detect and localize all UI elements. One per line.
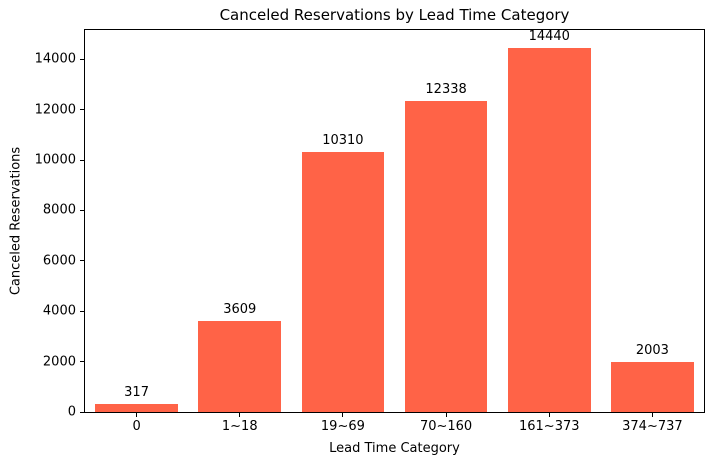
bar-value-label: 2003 — [635, 342, 669, 358]
bar — [404, 101, 488, 412]
bar — [95, 404, 178, 412]
bar — [198, 321, 281, 412]
bar — [507, 48, 591, 412]
x-tick-label: 161~373 — [518, 419, 580, 434]
x-tick-mark — [445, 413, 447, 417]
x-tick-mark — [342, 413, 344, 417]
y-tick-mark — [80, 209, 84, 211]
y-tick-label: 10000 — [34, 152, 76, 168]
y-tick-mark — [80, 159, 84, 161]
y-tick-label: 14000 — [34, 51, 76, 67]
bar — [301, 152, 385, 412]
y-tick-mark — [80, 260, 84, 262]
x-tick-mark — [136, 413, 138, 417]
y-tick-mark — [80, 361, 84, 363]
y-tick-label: 12000 — [34, 102, 76, 118]
chart-title: Canceled Reservations by Lead Time Categ… — [219, 6, 570, 24]
y-tick-label: 2000 — [42, 354, 76, 370]
x-tick-label: 70~160 — [419, 419, 473, 434]
x-axis-label: Lead Time Category — [329, 441, 460, 456]
y-tick-label: 0 — [67, 404, 76, 420]
bar — [611, 361, 694, 412]
plot-area: 0 2000 4000 6000 8000 10000 12000 14000 317 0 3609… — [35, 29, 705, 434]
y-tick-label: 4000 — [42, 303, 76, 319]
bar-value-label: 3609 — [223, 302, 257, 318]
bar-value-label: 10310 — [322, 133, 364, 149]
y-tick-label: 6000 — [42, 253, 76, 269]
y-tick-mark — [80, 58, 84, 60]
y-tick-mark — [80, 109, 84, 111]
x-tick-label: 1~18 — [221, 419, 258, 434]
y-tick-mark — [80, 310, 84, 312]
x-tick-label: 0 — [132, 419, 141, 434]
bar-value-label: 12338 — [425, 82, 467, 98]
y-axis-label: Canceled Reservations — [8, 146, 24, 296]
x-tick-mark — [239, 413, 241, 417]
y-tick-label: 8000 — [42, 202, 76, 218]
x-tick-mark — [548, 413, 550, 417]
x-tick-label: 374~737 — [622, 419, 683, 434]
x-tick-mark — [651, 413, 653, 417]
x-tick-label: 19~69 — [320, 419, 365, 434]
bar-value-label: 317 — [124, 385, 149, 401]
y-tick-mark — [80, 411, 84, 413]
bar-value-label: 14440 — [528, 29, 570, 45]
